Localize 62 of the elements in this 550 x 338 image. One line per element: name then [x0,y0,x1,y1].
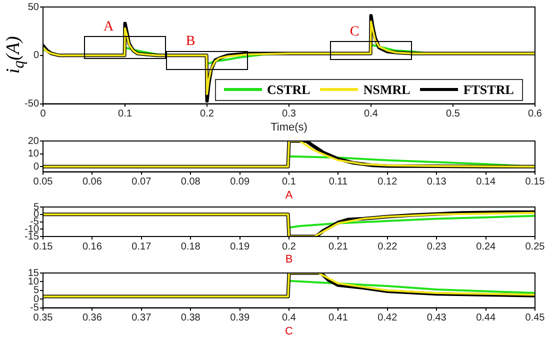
x-tick-label: 0.41 [328,312,348,324]
x-tick-label: 0.21 [328,241,348,252]
x-tick-label: 0.23 [426,241,447,252]
x-tick-label: 0 [40,108,46,120]
legend-label: NSMRL [363,82,410,98]
x-tick-label: 0.05 [33,176,54,188]
annotation: A [104,20,115,35]
y-tick-label: 15 [28,268,40,279]
x-tick-label: 0.39 [230,312,250,324]
x-tick-label: 0.1 [282,176,296,188]
x-tick-label: 0.35 [33,312,54,324]
x-tick-label: 0.38 [180,312,201,324]
y-tick-label: -5 [30,302,40,314]
x-tick-label: 0.2 [200,108,214,120]
legend-label: CSTRL [267,82,310,98]
x-tick-label: 0.22 [378,241,398,252]
x-tick-label: 0.07 [132,176,152,188]
x-tick-label: 0.44 [476,312,496,324]
y-tick-label: 0 [33,161,40,172]
x-tick-label: 0.24 [476,241,496,252]
x-tick-label: 0.14 [476,176,496,188]
y-tick-label: 0 [33,294,40,305]
x-axis-title: B [285,253,293,266]
y-tick-label: 50 [28,2,40,13]
x-axis-title: C [285,325,294,338]
x-tick-label: 0.19 [230,241,250,252]
x-tick-label: 0.6 [528,108,542,120]
x-tick-label: 0.3 [282,108,296,120]
x-tick-label: 0.5 [446,108,460,120]
x-tick-label: 0.42 [378,312,398,324]
x-tick-label: 0.4 [364,108,378,120]
x-tick-label: 0.37 [132,312,152,324]
x-tick-label: 0.4 [282,312,296,324]
x-tick-label: 0.15 [33,241,54,252]
x-tick-label: 0.43 [426,312,447,324]
y-tick-label: -15 [24,231,40,242]
x-tick-label: 0.08 [180,176,201,188]
x-tick-label: 0.25 [525,241,546,252]
y-tick-label: 20 [28,136,40,147]
x-tick-label: 0.18 [180,241,201,252]
x-tick-label: 0.12 [378,176,398,188]
x-tick-label: 0.17 [132,241,152,252]
y-tick-label: 0 [33,50,40,62]
y-tick-label: -50 [24,98,40,110]
legend-label: FTSTRL [463,82,514,98]
x-tick-label: 0.13 [426,176,447,188]
x-tick-label: 0.06 [82,176,102,188]
x-tick-label: 0.2 [282,241,296,252]
x-tick-label: 0.36 [82,312,102,324]
x-tick-label: 0.15 [525,176,546,188]
y-tick-label: 10 [28,276,40,288]
x-tick-label: 0.45 [525,312,546,324]
annotation: B [186,34,196,50]
annotation: C [350,24,360,40]
x-tick-label: 0.09 [230,176,250,188]
x-tick-label: 0.16 [82,241,102,252]
x-tick-label: 0.11 [328,176,348,188]
x-axis-title: A [285,189,294,202]
y-tick-label: 5 [33,285,40,296]
x-axis-title: Time(s) [270,121,308,134]
x-tick-label: 0.1 [118,108,132,120]
y-tick-label: 10 [28,148,40,160]
